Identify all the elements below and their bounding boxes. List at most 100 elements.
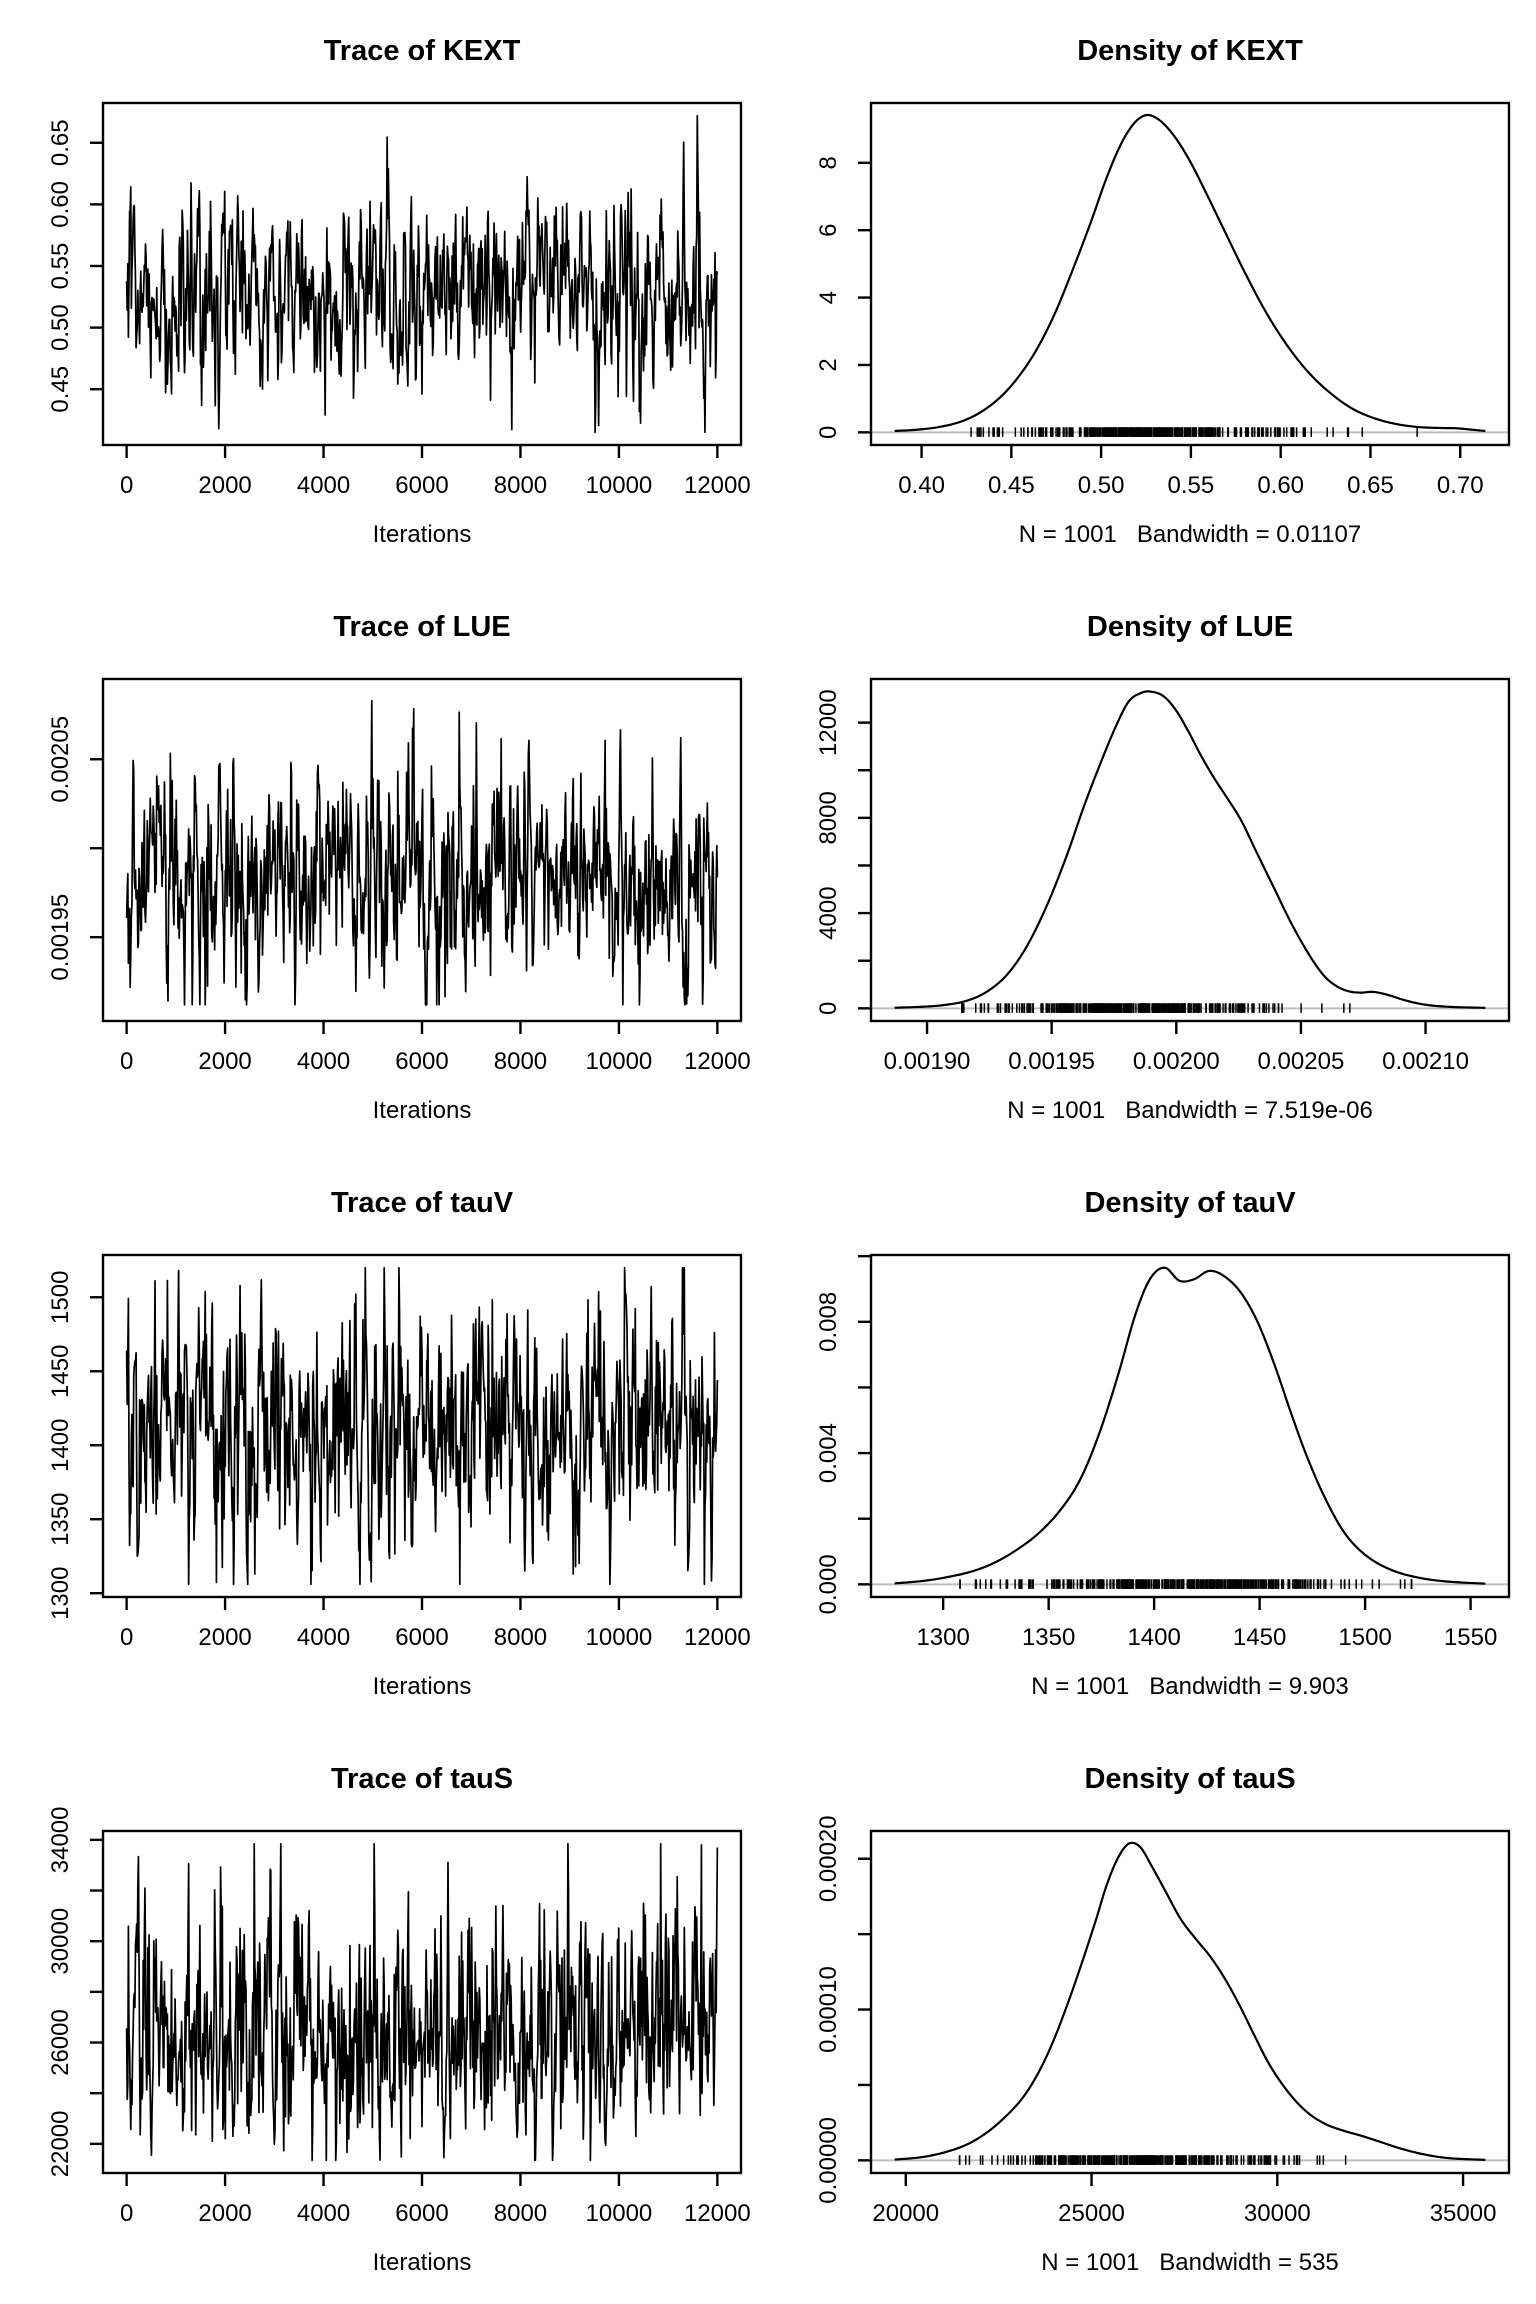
x-tick-label: 0.65 — [1347, 472, 1394, 499]
y-tick-label: 0.000 — [815, 1554, 842, 1614]
x-axis: 1300 1350 1400 1450 1500 1550 — [916, 1597, 1497, 1651]
x-axis: 0 2000 4000 6000 8000 10000 12000 — [120, 445, 751, 499]
x-tick-label: 1500 — [1338, 1624, 1391, 1651]
x-tick-label: 8000 — [494, 472, 547, 499]
panel-title: Density of tauS — [1084, 1763, 1295, 1795]
plot-box — [101, 677, 743, 1023]
y-tick-label: 0.00205 — [47, 716, 74, 803]
x-tick-label: 6000 — [395, 1624, 448, 1651]
plot-box — [869, 1829, 1511, 2175]
y-tick-label: 1500 — [47, 1271, 74, 1324]
x-axis-title: N = 1001 Bandwidth = 0.01107 — [1019, 521, 1361, 548]
x-tick-label: 0.50 — [1078, 472, 1125, 499]
x-tick-label: 10000 — [586, 472, 653, 499]
x-tick-label: 0.00205 — [1258, 1048, 1345, 1075]
x-tick-label: 6000 — [395, 472, 448, 499]
y-tick-label: 22000 — [47, 2110, 74, 2177]
density-curve — [894, 690, 1486, 1009]
x-tick-label: 2000 — [198, 472, 251, 499]
y-tick-label: 0.008 — [815, 1292, 842, 1352]
y-tick-label: 0.00010 — [815, 1966, 842, 2053]
x-axis-title: Iterations — [373, 1097, 472, 1124]
x-axis: 0 2000 4000 6000 8000 10000 12000 — [120, 1597, 751, 1651]
x-tick-label: 0.00200 — [1133, 1048, 1220, 1075]
x-tick-label: 10000 — [586, 1048, 653, 1075]
trace-line — [125, 114, 719, 434]
trace-line — [125, 699, 719, 1006]
y-axis: 0 4000 8000 12000 — [815, 689, 871, 1015]
y-axis: 0 2 4 6 8 — [815, 156, 871, 439]
x-tick-label: 1350 — [1022, 1624, 1075, 1651]
panel-title: Trace of tauV — [331, 1187, 514, 1219]
rug — [961, 1003, 1351, 1013]
x-tick-label: 20000 — [872, 2200, 939, 2227]
x-axis-title: N = 1001 Bandwidth = 7.519e-06 — [1007, 1097, 1373, 1124]
x-tick-label: 6000 — [395, 2200, 448, 2227]
x-axis: 0.40 0.45 0.50 0.55 0.60 0.65 0.70 — [898, 445, 1484, 499]
x-tick-label: 0.45 — [988, 472, 1035, 499]
x-tick-label: 0.55 — [1168, 472, 1215, 499]
panel-title: Trace of LUE — [333, 611, 510, 643]
density-curve — [894, 113, 1486, 433]
plot-box — [101, 1253, 743, 1599]
y-tick-label: 0.55 — [47, 243, 74, 290]
panel-density-tauV: Density of tauV N = 1001 Bandwidth = 9.90… — [815, 1187, 1511, 1700]
x-tick-label: 10000 — [586, 1624, 653, 1651]
x-tick-label: 1550 — [1444, 1624, 1497, 1651]
panel-trace-tauS: Trace of tauS Iterations 0 2000 4000 6000 8000… — [47, 1763, 751, 2276]
plot-box — [101, 1829, 743, 2175]
y-tick-label: 0 — [815, 426, 842, 439]
y-tick-label: 4000 — [815, 886, 842, 939]
x-tick-label: 10000 — [586, 2200, 653, 2227]
panel-title: Trace of KEXT — [324, 35, 521, 67]
x-tick-label: 12000 — [684, 2200, 751, 2227]
y-tick-label: 1350 — [47, 1493, 74, 1546]
x-tick-label: 4000 — [297, 1624, 350, 1651]
x-tick-label: 4000 — [297, 472, 350, 499]
plot-box — [869, 101, 1511, 447]
panel-trace-tauV: Trace of tauV Iterations 0 2000 4000 6000 8000… — [47, 1187, 751, 1700]
x-axis-title: Iterations — [373, 521, 472, 548]
x-tick-label: 0 — [120, 1624, 133, 1651]
x-tick-label: 12000 — [684, 1624, 751, 1651]
y-tick-label: 1300 — [47, 1567, 74, 1620]
x-axis: 20000 25000 30000 35000 — [872, 2173, 1496, 2227]
x-tick-label: 0 — [120, 2200, 133, 2227]
y-tick-label: 0.60 — [47, 181, 74, 228]
y-tick-label: 0.004 — [815, 1423, 842, 1483]
x-axis-title: Iterations — [373, 2249, 472, 2276]
density-curve — [894, 1841, 1486, 2161]
trace-line — [125, 1266, 719, 1586]
panel-title: Trace of tauS — [331, 1763, 513, 1795]
rug — [958, 2155, 1347, 2165]
x-tick-label: 8000 — [494, 1048, 547, 1075]
y-tick-label: 1400 — [47, 1419, 74, 1472]
x-tick-label: 4000 — [297, 2200, 350, 2227]
x-tick-label: 1450 — [1233, 1624, 1286, 1651]
x-tick-label: 1300 — [916, 1624, 969, 1651]
density-curve — [894, 1266, 1486, 1585]
x-tick-label: 0 — [120, 472, 133, 499]
x-axis: 0 2000 4000 6000 8000 10000 12000 — [120, 1021, 751, 1075]
x-axis: 0 2000 4000 6000 8000 10000 12000 — [120, 2173, 751, 2227]
y-tick-label: 34000 — [47, 1806, 74, 1873]
x-tick-label: 0.00190 — [884, 1048, 971, 1075]
rug — [959, 1579, 1413, 1589]
panel-density-KEXT: Density of KEXT N = 1001 Bandwidth = 0.01… — [815, 35, 1511, 548]
x-tick-label: 2000 — [198, 1624, 251, 1651]
x-tick-label: 0.40 — [898, 472, 945, 499]
y-tick-label: 12000 — [815, 689, 842, 756]
x-tick-label: 8000 — [494, 2200, 547, 2227]
y-tick-label: 0.65 — [47, 119, 74, 166]
panel-title: Density of tauV — [1084, 1187, 1296, 1219]
y-tick-label: 6 — [815, 224, 842, 237]
y-axis: 0.45 0.50 0.55 0.60 0.65 — [47, 119, 103, 413]
panel-density-LUE: Density of LUE N = 1001 Bandwidth = 7.519… — [815, 611, 1511, 1124]
y-tick-label: 30000 — [47, 1908, 74, 1975]
panel-trace-LUE: Trace of LUE Iterations 0 2000 4000 6000 8000 1… — [47, 611, 751, 1124]
x-tick-label: 0 — [120, 1048, 133, 1075]
x-tick-label: 35000 — [1430, 2200, 1497, 2227]
x-tick-label: 1400 — [1127, 1624, 1180, 1651]
